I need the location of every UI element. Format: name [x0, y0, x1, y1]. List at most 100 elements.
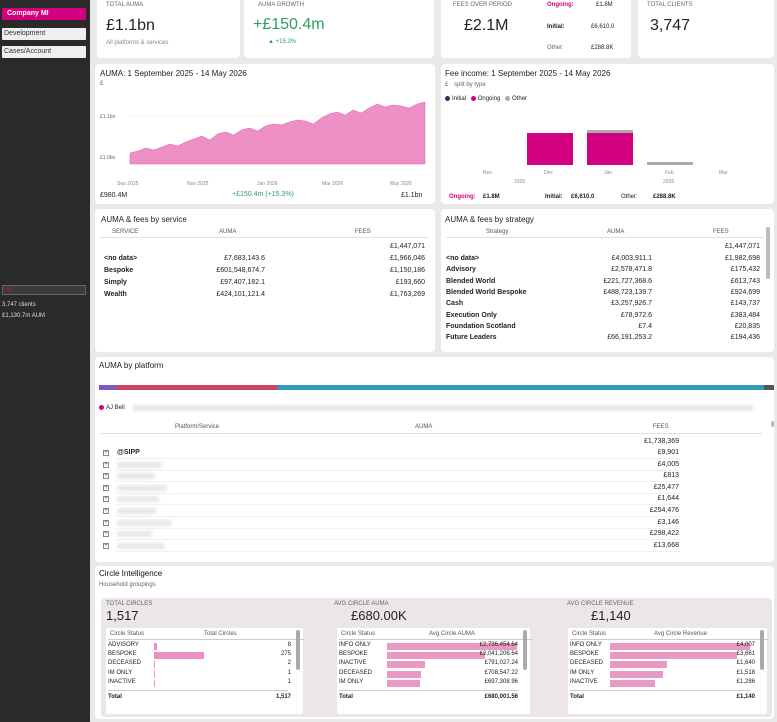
row-status: BESPOKE: [339, 651, 368, 658]
platform-segment[interactable]: [277, 385, 764, 390]
row-strategy: <no data>: [446, 255, 480, 262]
row-bar: [154, 652, 204, 660]
row-strategy: Execution Only: [446, 311, 497, 319]
expand-icon[interactable]: +: [103, 519, 109, 526]
total-auma-sub: All platforms & services: [106, 40, 169, 46]
fee-chart-legend: Initial Ongoing Other: [445, 96, 527, 102]
row-value: 275: [280, 651, 291, 658]
row-strategy: Future Leaders: [446, 334, 497, 342]
divider: [446, 237, 764, 238]
divider: [570, 639, 769, 640]
y-tick-label: £1.1bn: [100, 114, 116, 120]
expand-icon[interactable]: +: [103, 531, 109, 538]
strategy-table-card: AUMA & fees by strategy Strategy AUMA FE…: [441, 209, 774, 352]
col-header-strategy[interactable]: Strategy: [486, 229, 509, 235]
client-filter-select[interactable]: All: [2, 285, 86, 295]
strategy-table-body: £1,447,071 <no data> £4,003,911.1 £1,982,6…: [441, 243, 774, 351]
x-tick-label: Jan 2026: [257, 181, 278, 187]
row-auma: £66,191,253.2: [607, 334, 652, 342]
col-header-service[interactable]: SERVICE: [112, 229, 139, 235]
row-fees: £1,644: [657, 495, 679, 503]
row-fees: £175,432: [730, 266, 760, 274]
auma-chart-title: AUMA: 1 September 2025 - 14 May 2026: [100, 69, 247, 78]
platform-segment[interactable]: [117, 385, 277, 390]
col-header-platform[interactable]: Platform/Service: [175, 424, 220, 430]
row-total-value: £1,140: [736, 694, 755, 700]
table-scrollbar[interactable]: [760, 630, 764, 670]
col-header-auma[interactable]: AUMA: [415, 424, 433, 430]
expand-icon[interactable]: +: [103, 484, 109, 491]
row-bar: [154, 643, 157, 650]
row-platform-redacted: [117, 519, 172, 526]
col-header-status[interactable]: Circle Status: [341, 631, 376, 637]
legend-initial: Initial: [452, 96, 467, 103]
fee-chart-title: Fee income: 1 September 2025 - 14 May 20…: [445, 69, 611, 78]
row-bar: [610, 670, 664, 678]
expand-icon[interactable]: +: [103, 508, 109, 514]
col-header-metric[interactable]: Avg Circle AUMA: [429, 631, 475, 637]
fee-bar-ongoing[interactable]: [527, 133, 573, 165]
col-header-metric[interactable]: Total Circles: [204, 631, 237, 637]
y-tick-label: £1.0bn: [100, 155, 116, 161]
total-clients-card: TOTAL CLIENTS 3,747: [638, 0, 774, 58]
platform-scrollbar[interactable]: [771, 421, 774, 427]
divider: [100, 433, 762, 434]
expand-icon[interactable]: +: [103, 496, 109, 503]
expand-icon[interactable]: +: [103, 461, 109, 468]
row-strategy: Cash: [446, 300, 464, 308]
fee-bar-ongoing[interactable]: [587, 133, 633, 165]
row-value: £708,547.22: [484, 669, 518, 676]
fees-value: £2.1M: [464, 17, 509, 34]
row-fees: £298,422: [649, 530, 679, 538]
col-header-status[interactable]: Circle Status: [110, 631, 145, 637]
strategy-scrollbar[interactable]: [766, 227, 770, 279]
expand-icon[interactable]: +: [103, 450, 109, 456]
x-tick-label: Jan: [604, 170, 612, 176]
col-header-fees[interactable]: FEES: [713, 229, 729, 235]
nav-development[interactable]: Development: [2, 28, 86, 40]
row-total-label: Total: [570, 694, 584, 700]
sidebar-clients-count: 3,747 clients: [2, 302, 36, 308]
sidebar: Company MI Development Cases/Account All…: [0, 0, 90, 722]
col-header-fees[interactable]: FEES: [355, 229, 371, 235]
fee-bar-other[interactable]: [647, 162, 693, 165]
col-header-status[interactable]: Circle Status: [572, 631, 607, 637]
row-auma: £424,101,121.4: [216, 291, 265, 298]
row-total-value: 1,517: [275, 694, 291, 700]
nav-company-mi[interactable]: Company MI: [2, 8, 86, 20]
platform-segment[interactable]: [99, 385, 117, 390]
row-value: 1: [287, 678, 291, 685]
row-fees: £143,737: [730, 300, 760, 308]
strategy-table-title: AUMA & fees by strategy: [445, 215, 534, 224]
circle-auma-table: Circle Status Avg Circle AUMA INFO ONLY £2,…: [337, 628, 532, 714]
row-platform-redacted: [117, 461, 162, 468]
table-scrollbar[interactable]: [296, 630, 300, 670]
row-status: IM ONLY: [108, 669, 133, 676]
row-status: IM ONLY: [570, 669, 595, 676]
row-platform: @SIPP: [117, 449, 140, 456]
x-tick-label: Feb: [665, 170, 674, 176]
divider: [570, 690, 750, 691]
col-header-auma[interactable]: AUMA: [607, 229, 625, 235]
fee-ongoing-label: Ongoing:: [449, 194, 476, 200]
row-auma: £221,727,368.6: [603, 277, 652, 285]
auma-growth-value: +£150.4m: [253, 16, 325, 33]
fee-bar-other[interactable]: [587, 130, 633, 133]
col-header-metric[interactable]: Avg Circle Revenue: [654, 631, 707, 637]
table-scrollbar[interactable]: [523, 630, 527, 670]
service-table-body: £1,447,071 <no data> £7,683,143.6 £1,966,0…: [95, 243, 435, 343]
col-header-auma[interactable]: AUMA: [219, 229, 237, 235]
row-divider: [115, 492, 680, 494]
row-service: Wealth: [104, 291, 127, 298]
row-value: 8: [287, 642, 291, 648]
expand-icon[interactable]: +: [103, 542, 109, 549]
avg-revenue-label: AVG CIRCLE REVENUE: [567, 601, 634, 607]
total-auma-value: £1.1bn: [106, 17, 155, 34]
nav-cases-account[interactable]: Cases/Account: [2, 46, 86, 58]
row-fees: £1,763,269: [389, 291, 425, 298]
expand-icon[interactable]: +: [103, 473, 109, 480]
col-header-fees[interactable]: FEES: [653, 424, 669, 430]
avg-auma-value: £680.00K: [351, 608, 407, 623]
fee-initial-value: £6,610.0: [571, 194, 595, 200]
platform-segment[interactable]: [764, 385, 774, 390]
